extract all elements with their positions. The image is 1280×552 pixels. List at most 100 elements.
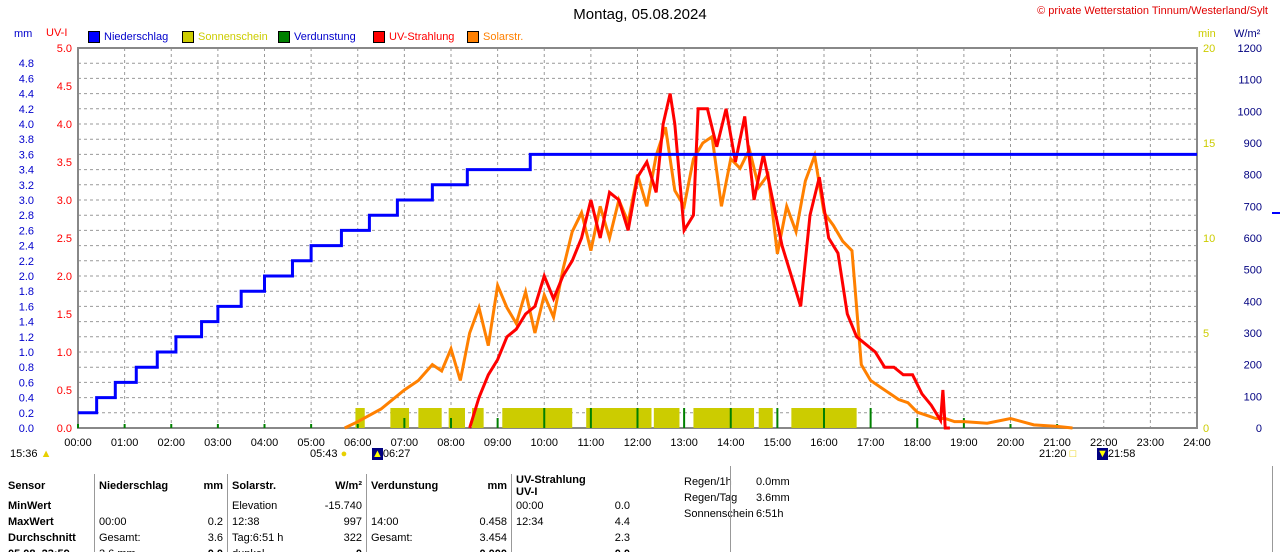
sunshine-bar — [586, 408, 652, 428]
wm2-tick-label: 1100 — [1238, 75, 1262, 87]
legend-item: Sonnenschein — [182, 31, 268, 43]
table-cell: 4.4 — [614, 516, 630, 528]
wm2-tick-label: 1200 — [1238, 43, 1262, 55]
x-tick-label: 18:00 — [903, 437, 931, 449]
wm2-tick-label: 1000 — [1238, 106, 1262, 118]
sunshine-bar — [502, 408, 573, 428]
mm-tick-label: 0.6 — [19, 377, 34, 389]
mm-tick-label: 2.2 — [19, 256, 34, 268]
table-cell: mm — [203, 480, 223, 492]
uv-tick-label: 4.5 — [57, 81, 72, 93]
copyright: © private Wetterstation Tinnum/Westerlan… — [1037, 5, 1268, 17]
table-cell: 14:00 — [366, 514, 459, 530]
summary-label: Regen/1h — [684, 476, 732, 488]
x-tick-label: 04:00 — [251, 437, 279, 449]
mm-tick-label: 1.6 — [19, 301, 34, 313]
min-tick-label: 0 — [1203, 423, 1209, 435]
table-cell: Niederschlag — [94, 474, 193, 498]
sunrise-time: 05:43 ● — [310, 448, 348, 460]
mm-tick-label: 2.0 — [19, 271, 34, 283]
wm2-tick-label: 600 — [1244, 233, 1262, 245]
summary-label: Regen/Tag — [684, 492, 738, 504]
x-tick-label: 05:00 — [297, 437, 325, 449]
table-cell: 0.458 — [479, 516, 507, 528]
sunshine-bar — [693, 408, 755, 428]
min-unit-label: min — [1198, 28, 1216, 40]
table-row: Sensor Niederschlag mm Solarstr. W/m² Verduns… — [4, 474, 634, 498]
summary-value: 3.6mm — [756, 492, 790, 504]
table-cell: -15.740 — [324, 500, 362, 512]
table-row: MaxWert 00:00 0.2 12:38 997 14:00 0.458 12:34 4.… — [4, 514, 634, 530]
wm2-tick-label: 200 — [1244, 360, 1262, 372]
mm-tick-label: 3.0 — [19, 195, 34, 207]
table-cell: Durchschnitt — [8, 532, 76, 544]
sunshine-bar — [355, 408, 365, 428]
table-row: MinWert Elevation -15.740 00:00 0.0 — [4, 498, 634, 514]
x-tick-label: 19:00 — [950, 437, 978, 449]
uv-tick-label: 4.0 — [57, 119, 72, 131]
table-cell: 2.3 — [614, 532, 630, 544]
min-tick-label: 15 — [1203, 138, 1215, 150]
sun-icon: ● — [340, 448, 348, 460]
mm-tick-label: 2.4 — [19, 241, 34, 253]
table-cell: 00:00 — [94, 514, 193, 530]
mm-tick-label: 1.0 — [19, 347, 34, 359]
mm-tick-label: 4.4 — [19, 89, 34, 101]
mm-tick-label: 0.4 — [19, 393, 34, 405]
uv-tick-label: 1.0 — [57, 347, 72, 359]
wm2-tick-label: 300 — [1244, 328, 1262, 340]
divider — [730, 466, 731, 552]
table-cell: UV-Strahlung UV-I — [511, 474, 590, 498]
mm-tick-label: 3.2 — [19, 180, 34, 192]
mm-tick-label: 0.2 — [19, 408, 34, 420]
legend-item: UV-Strahlung — [373, 31, 454, 43]
mm-tick-label: 1.2 — [19, 332, 34, 344]
table-cell — [193, 498, 228, 514]
table-cell — [511, 530, 590, 546]
x-tick-label: 07:00 — [391, 437, 419, 449]
table-cell: 05.08. 23:59 — [4, 546, 95, 552]
table-cell — [590, 474, 634, 498]
summary-row: Regen/1h 0.0mm — [684, 474, 790, 490]
uv-unit-label: UV-I — [46, 27, 68, 39]
uv-tick-label: 3.5 — [57, 157, 72, 169]
table-cell: Gesamt: — [366, 530, 459, 546]
summary-label: Sonnenschein — [684, 508, 754, 520]
legend-label: Verdunstung — [294, 31, 356, 43]
legend-item: Verdunstung — [278, 31, 356, 43]
chart-title: Montag, 05.08.2024 — [573, 6, 707, 23]
table-cell — [511, 546, 590, 552]
table-cell: mm — [487, 480, 507, 492]
sunshine-bar — [471, 408, 484, 428]
table-cell — [459, 498, 512, 514]
dawn-time: ▲06:27 — [372, 448, 411, 460]
series-line-solarstr — [344, 126, 1073, 430]
x-tick-label: 14:00 — [717, 437, 745, 449]
x-tick-label: 24:00 — [1183, 437, 1211, 449]
uv-tick-label: 0.5 — [57, 385, 72, 397]
table-row: Durchschnitt Gesamt: 3.6 Tag:6:51 h 322 Gesam… — [4, 530, 634, 546]
min-tick-label: 5 — [1203, 328, 1209, 340]
table-cell: Elevation — [227, 498, 314, 514]
summary: Regen/1h 0.0mm Regen/Tag 3.6mm Sonnenschein 6… — [684, 474, 790, 522]
legend-label: UV-Strahlung — [389, 31, 455, 43]
wm2-tick-label: 400 — [1244, 296, 1262, 308]
mm-tick-label: 3.4 — [19, 165, 34, 177]
mm-unit-label: mm — [14, 28, 33, 40]
x-tick-label: 02:00 — [157, 437, 185, 449]
mm-tick-label: 0.8 — [19, 362, 34, 374]
table-cell — [366, 546, 459, 552]
sunshine-bar — [653, 408, 680, 428]
x-tick-label: 06:00 — [344, 437, 372, 449]
summary-row: Sonnenschein 6:51h — [684, 506, 790, 522]
x-tick-label: 12:00 — [624, 437, 652, 449]
wm2-tick-label: 800 — [1244, 170, 1262, 182]
legend-item: Solarstr. — [467, 31, 523, 43]
dusk-time: ▼21:58 — [1097, 448, 1136, 460]
uv-tick-label: 3.0 — [57, 195, 72, 207]
summary-value: 0.0mm — [756, 476, 790, 488]
x-tick-label: 17:00 — [857, 437, 885, 449]
x-tick-label: 21:00 — [1043, 437, 1071, 449]
summary-value: 6:51h — [756, 508, 784, 520]
